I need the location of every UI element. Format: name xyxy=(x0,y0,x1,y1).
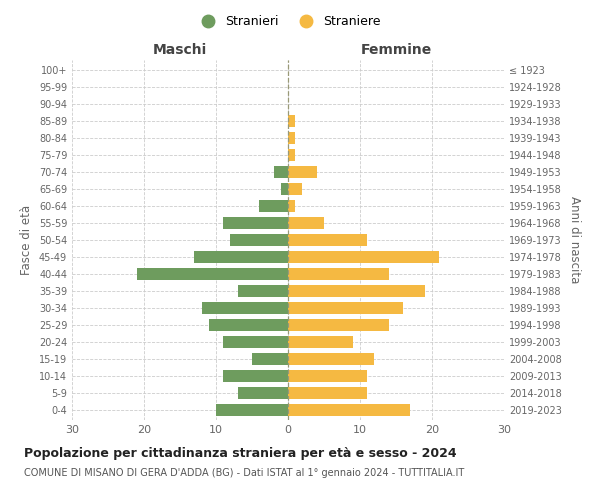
Bar xyxy=(288,285,425,297)
Bar xyxy=(288,404,410,416)
Bar xyxy=(137,268,288,280)
Bar xyxy=(288,234,367,246)
Bar xyxy=(288,319,389,331)
Bar xyxy=(238,387,288,399)
Bar xyxy=(288,336,353,348)
Bar xyxy=(209,319,288,331)
Bar xyxy=(223,217,288,229)
Text: Femmine: Femmine xyxy=(361,42,431,56)
Bar xyxy=(288,115,295,127)
Y-axis label: Anni di nascita: Anni di nascita xyxy=(568,196,581,284)
Bar xyxy=(216,404,288,416)
Bar xyxy=(288,217,324,229)
Bar xyxy=(288,132,295,144)
Bar xyxy=(288,166,317,178)
Bar xyxy=(230,234,288,246)
Text: Popolazione per cittadinanza straniera per età e sesso - 2024: Popolazione per cittadinanza straniera p… xyxy=(24,448,457,460)
Bar xyxy=(288,200,295,212)
Y-axis label: Fasce di età: Fasce di età xyxy=(20,205,33,275)
Bar xyxy=(223,336,288,348)
Bar xyxy=(288,268,389,280)
Bar xyxy=(259,200,288,212)
Bar xyxy=(194,251,288,263)
Bar xyxy=(288,251,439,263)
Bar xyxy=(288,302,403,314)
Bar xyxy=(288,370,367,382)
Bar xyxy=(288,183,302,195)
Bar xyxy=(288,387,367,399)
Legend: Stranieri, Straniere: Stranieri, Straniere xyxy=(190,10,386,34)
Text: COMUNE DI MISANO DI GERA D'ADDA (BG) - Dati ISTAT al 1° gennaio 2024 - TUTTITALI: COMUNE DI MISANO DI GERA D'ADDA (BG) - D… xyxy=(24,468,464,477)
Bar xyxy=(252,353,288,365)
Bar xyxy=(281,183,288,195)
Bar xyxy=(288,353,374,365)
Bar xyxy=(238,285,288,297)
Bar xyxy=(288,149,295,161)
Bar xyxy=(202,302,288,314)
Bar xyxy=(223,370,288,382)
Bar xyxy=(274,166,288,178)
Text: Maschi: Maschi xyxy=(153,42,207,56)
